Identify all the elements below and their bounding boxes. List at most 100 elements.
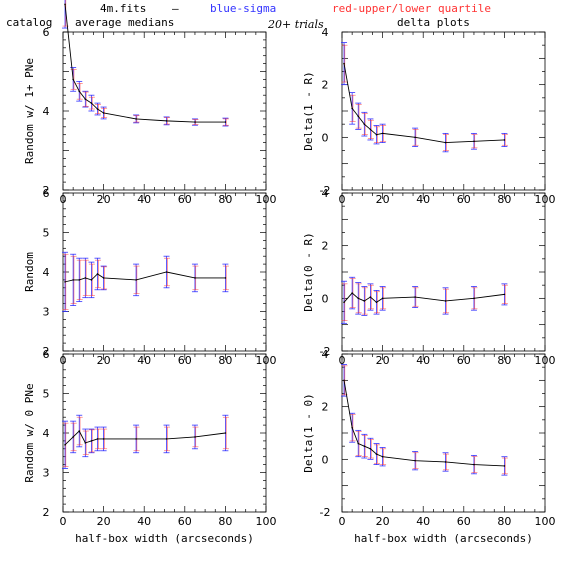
legend-red-quartile: red-upper/lower quartile	[332, 2, 491, 15]
x-axis-label: half-box width (arcseconds)	[75, 532, 254, 545]
x-tick-label: 0	[60, 515, 67, 528]
data-point	[444, 461, 447, 463]
legend-blue-sigma: blue-sigma	[210, 2, 276, 15]
data-point	[165, 120, 168, 122]
x-tick-label: 80	[218, 193, 232, 206]
y-tick-label: 4	[322, 26, 329, 39]
data-point	[414, 296, 416, 298]
y-tick-label: 2	[43, 184, 50, 197]
data-point	[381, 132, 384, 135]
x-tick-label: 80	[497, 515, 511, 528]
data-point	[135, 279, 137, 281]
y-tick-label: 4	[322, 348, 329, 361]
data-point	[343, 301, 345, 304]
data-point	[414, 136, 416, 139]
x-tick-label: 40	[137, 193, 151, 206]
x-tick-label: 40	[137, 354, 151, 367]
data-point	[363, 445, 366, 447]
data-point	[135, 118, 137, 120]
data-point	[224, 277, 227, 279]
series-line	[64, 430, 226, 446]
y-axis-label: Delta(1 - R)	[302, 71, 315, 150]
y-tick-label: 2	[322, 79, 329, 92]
data-point	[375, 453, 378, 455]
x-tick-label: 60	[457, 354, 471, 367]
data-point	[503, 139, 506, 141]
data-point	[444, 141, 447, 144]
data-point	[84, 277, 87, 279]
header-trials: 20+ trials	[267, 18, 324, 31]
y-tick-label: 5	[43, 227, 50, 240]
x-tick-label: 60	[457, 515, 471, 528]
x-tick-label: 80	[218, 354, 232, 367]
y-tick-label: 0	[322, 292, 329, 305]
data-point	[375, 301, 378, 304]
y-tick-label: 0	[322, 453, 329, 466]
data-point	[473, 140, 475, 143]
x-tick-label: 20	[97, 193, 111, 206]
x-tick-label: 80	[497, 354, 511, 367]
data-point	[72, 436, 74, 438]
data-point	[165, 271, 168, 273]
y-tick-label: 0	[322, 131, 329, 144]
y-tick-label: 6	[43, 187, 50, 200]
data-point	[102, 112, 105, 114]
data-point	[84, 442, 87, 444]
y-tick-label: 6	[43, 26, 50, 39]
y-axis-label: Random	[23, 252, 36, 292]
x-tick-label: 40	[416, 354, 430, 367]
x-tick-label: 40	[416, 193, 430, 206]
header-catalog: catalog	[6, 16, 52, 29]
x-tick-label: 20	[97, 515, 111, 528]
data-point	[473, 297, 475, 300]
series-line	[64, 271, 226, 283]
y-axis-label: Delta(1 - 0)	[302, 393, 315, 472]
x-tick-label: 60	[178, 354, 192, 367]
header-average-medians: average medians	[75, 16, 174, 29]
data-point	[90, 440, 93, 442]
y-tick-label: 2	[43, 506, 50, 519]
panel-5: 0 20 40 60 80 100 2 3 4 5 6 Random w/ 0 PNe half-box…	[23, 348, 277, 545]
x-tick-label: 40	[416, 515, 430, 528]
data-point	[194, 277, 196, 279]
series-line	[343, 63, 505, 144]
data-point	[72, 279, 74, 281]
data-point	[102, 277, 105, 279]
x-tick-label: 80	[497, 193, 511, 206]
data-point	[165, 438, 168, 440]
data-point	[194, 121, 196, 123]
y-tick-label: 2	[322, 240, 329, 253]
x-tick-label: 100	[535, 515, 556, 528]
y-tick-label: 2	[43, 345, 50, 358]
y-tick-label: 5	[43, 388, 50, 401]
data-point	[194, 436, 196, 438]
x-tick-label: 80	[218, 515, 232, 528]
data-point	[363, 123, 366, 125]
y-axis-label: Random w/ 0 PNe	[23, 383, 36, 482]
x-tick-label: 20	[376, 515, 390, 528]
data-point	[72, 78, 74, 81]
data-point	[78, 279, 81, 281]
header-dash: –	[172, 2, 179, 15]
data-point	[351, 292, 353, 294]
x-tick-label: 40	[137, 515, 151, 528]
y-tick-label: 6	[43, 348, 50, 361]
y-tick-label: 4	[43, 105, 50, 118]
data-point	[351, 426, 353, 429]
data-point	[375, 133, 378, 136]
data-point	[369, 448, 372, 450]
y-tick-label: 3	[43, 467, 50, 480]
header-delta-plots: delta plots	[397, 16, 470, 29]
data-point	[135, 438, 137, 440]
y-tick-label: 3	[43, 306, 50, 319]
x-tick-label: 0	[339, 515, 346, 528]
data-point	[102, 438, 105, 440]
data-point	[90, 279, 93, 281]
data-point	[64, 3, 66, 6]
panel-6: 0 20 40 60 80 100 -2 0 2 4 Delta(1 - 0) half-box wi…	[302, 348, 556, 545]
header-file: 4m.fits	[100, 2, 146, 15]
data-point	[343, 62, 345, 65]
data-point	[473, 463, 475, 466]
data-point	[503, 465, 506, 467]
